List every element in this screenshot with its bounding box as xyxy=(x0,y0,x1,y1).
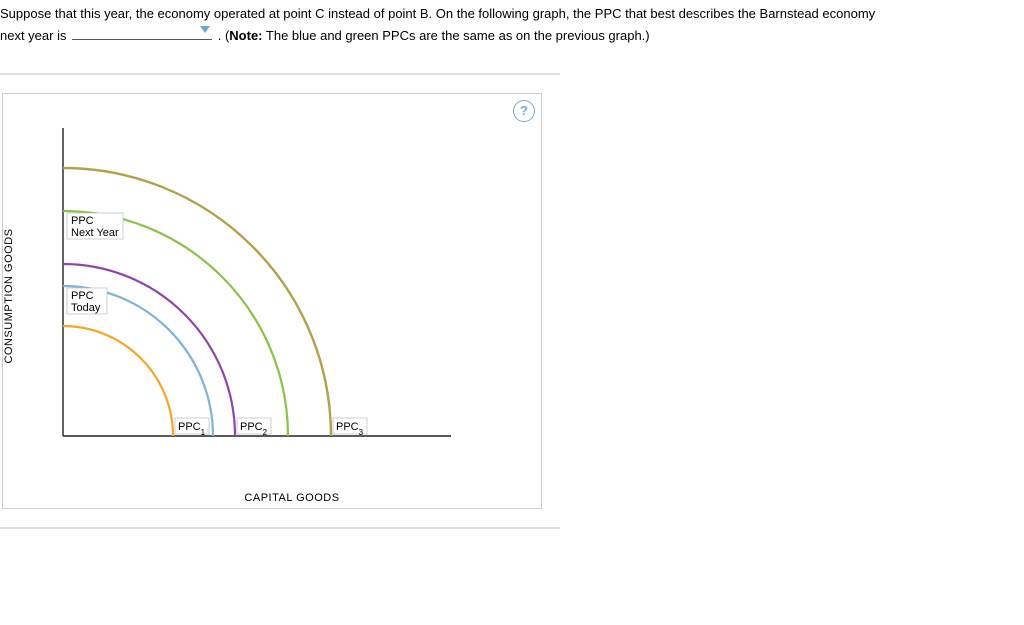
chart-container: ? CONSUMPTION GOODS PPCTodayPPCNext Year… xyxy=(2,93,542,509)
question-text: Suppose that this year, the economy oper… xyxy=(0,0,1024,55)
q-line2a: next year is xyxy=(0,28,66,43)
chart-body: CONSUMPTION GOODS PPCTodayPPCNext YearPP… xyxy=(15,106,525,486)
q-line2b: . ( xyxy=(218,28,230,43)
svg-text:Next Year: Next Year xyxy=(71,227,119,239)
q-line1: Suppose that this year, the economy oper… xyxy=(0,6,875,21)
note-text: The blue and green PPCs are the same as … xyxy=(263,28,650,43)
ppc-chart: PPCTodayPPCNext YearPPC1PPC2PPC3 xyxy=(15,106,525,486)
note-label: Note: xyxy=(229,28,262,43)
divider-bottom xyxy=(0,527,560,529)
x-axis-label: CAPITAL GOODS xyxy=(15,492,529,504)
chevron-down-icon xyxy=(200,26,210,33)
answer-dropdown[interactable] xyxy=(72,24,212,40)
svg-text:PPC: PPC xyxy=(71,215,94,227)
y-axis-label: CONSUMPTION GOODS xyxy=(3,228,15,363)
svg-text:PPC: PPC xyxy=(71,290,94,302)
divider-top xyxy=(0,73,560,75)
svg-text:Today: Today xyxy=(71,302,101,314)
